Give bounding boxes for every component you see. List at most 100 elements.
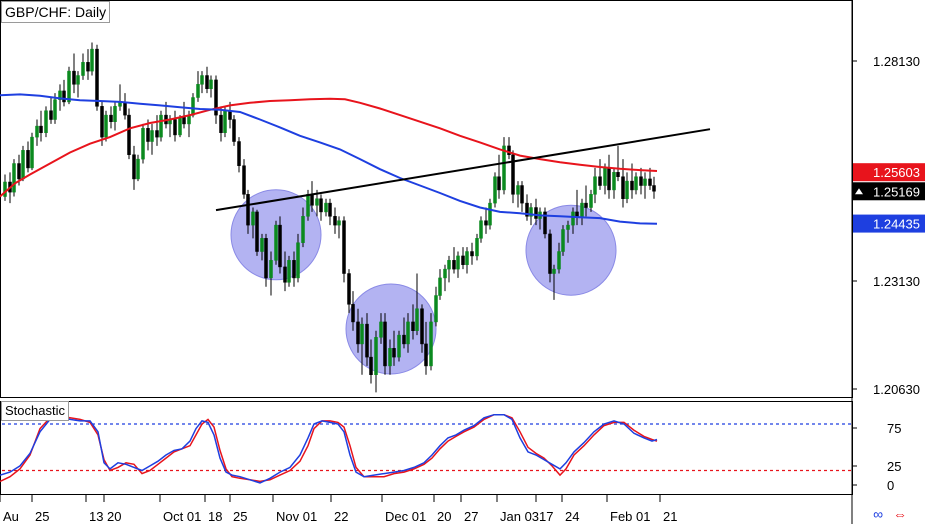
candle-down [402, 334, 406, 345]
candle-up [136, 158, 140, 180]
candle-up [447, 260, 451, 270]
candle-down [525, 202, 529, 217]
x-tick-label: Feb 01 [610, 509, 650, 524]
candle-up [625, 180, 629, 199]
candle-down [392, 348, 396, 358]
candle-up [488, 202, 492, 226]
candle-up [337, 220, 341, 226]
candle-down [39, 125, 43, 133]
stochastic-k-line [0, 413, 658, 484]
candle-up [141, 128, 145, 160]
candle-up [415, 308, 419, 331]
candle-up [287, 260, 291, 283]
candle-up [306, 194, 310, 217]
candle-up [552, 268, 556, 274]
candle-down [310, 194, 314, 206]
candle-up [81, 62, 85, 76]
candle-up [44, 110, 48, 133]
candle-down [351, 304, 355, 323]
candle-down [548, 233, 552, 274]
candle-up [191, 97, 195, 116]
candle-down [497, 176, 501, 191]
candle-up [434, 295, 438, 323]
candle-up [502, 145, 506, 191]
candle-down [333, 216, 337, 226]
candle-up [360, 323, 364, 345]
candle-up [251, 211, 255, 226]
candle-down [511, 154, 515, 195]
candle-down [132, 154, 136, 180]
toolbar-icons: ∞ ⇔ [867, 506, 907, 522]
candle-up [178, 117, 182, 136]
candle-down [214, 79, 218, 116]
candle-up [479, 220, 483, 239]
price-label-text: 1.24435 [873, 217, 920, 232]
candle-down [146, 128, 150, 142]
candle-down [356, 321, 360, 345]
candle-down [127, 114, 131, 155]
neckline [215, 128, 711, 212]
candle-down [470, 251, 474, 257]
candle-down [109, 114, 113, 122]
oscillator-title: Stochastic [1, 401, 69, 421]
candle-up [589, 194, 593, 208]
candle-up [593, 176, 597, 195]
candle-up [30, 136, 34, 169]
candle-up [397, 334, 401, 358]
candle-up [374, 337, 378, 375]
candle-up [516, 185, 520, 195]
candle-down [507, 145, 511, 155]
candle-up [566, 224, 570, 230]
oscillator-pane-frame [0, 401, 853, 495]
candle-up [53, 99, 57, 120]
candle-down [424, 343, 428, 367]
chart-title: GBP/CHF: Daily [1, 1, 111, 23]
moving-average-blue [0, 93, 658, 225]
x-tick-label: 27 [464, 509, 478, 524]
candle-down [232, 119, 236, 142]
x-tick-label: 13 [89, 509, 103, 524]
candle-up [429, 321, 433, 367]
osc-tick-label: 25 [887, 459, 901, 474]
osc-tick-label: 75 [887, 421, 901, 436]
x-tick-label: Dec 01 [385, 509, 426, 524]
candle-down [411, 321, 415, 331]
candle-down [86, 62, 90, 72]
candle-down [173, 119, 177, 136]
candle-up [580, 202, 584, 217]
candle-down [228, 110, 232, 120]
price-label: 1.24435 [853, 214, 925, 233]
candle-down [264, 238, 268, 279]
link-icon[interactable]: ∞ [873, 506, 884, 522]
candle-down [461, 255, 465, 265]
candle-down [278, 224, 282, 268]
candle-up [456, 255, 460, 270]
candle-down [575, 211, 579, 217]
x-tick-label: 25 [233, 509, 247, 524]
price-label-text: 1.25603 [873, 165, 920, 180]
candle-up [35, 125, 39, 138]
candle-down [347, 273, 351, 305]
x-tick-label: 24 [565, 509, 579, 524]
x-tick-label: 17 [539, 509, 553, 524]
up-triangle-icon [855, 188, 863, 195]
candle-up [200, 75, 204, 85]
candle-up [557, 251, 561, 270]
candle-up [529, 207, 533, 217]
candle-down [123, 101, 127, 116]
candle-down [342, 220, 346, 274]
candle-up [90, 48, 94, 72]
candle-up [643, 178, 647, 186]
arrow-icon[interactable]: ⇔ [893, 506, 907, 522]
candle-up [612, 172, 616, 191]
candle-up [296, 242, 300, 279]
price-label: 1.25603 [853, 163, 925, 182]
price-label-text: 1.25169 [873, 184, 920, 199]
candle-up [150, 130, 154, 142]
y-tick-label: 1.23130 [873, 274, 920, 289]
candle-up [324, 202, 328, 213]
moving-average-red [0, 97, 658, 198]
candle-up [274, 224, 278, 261]
